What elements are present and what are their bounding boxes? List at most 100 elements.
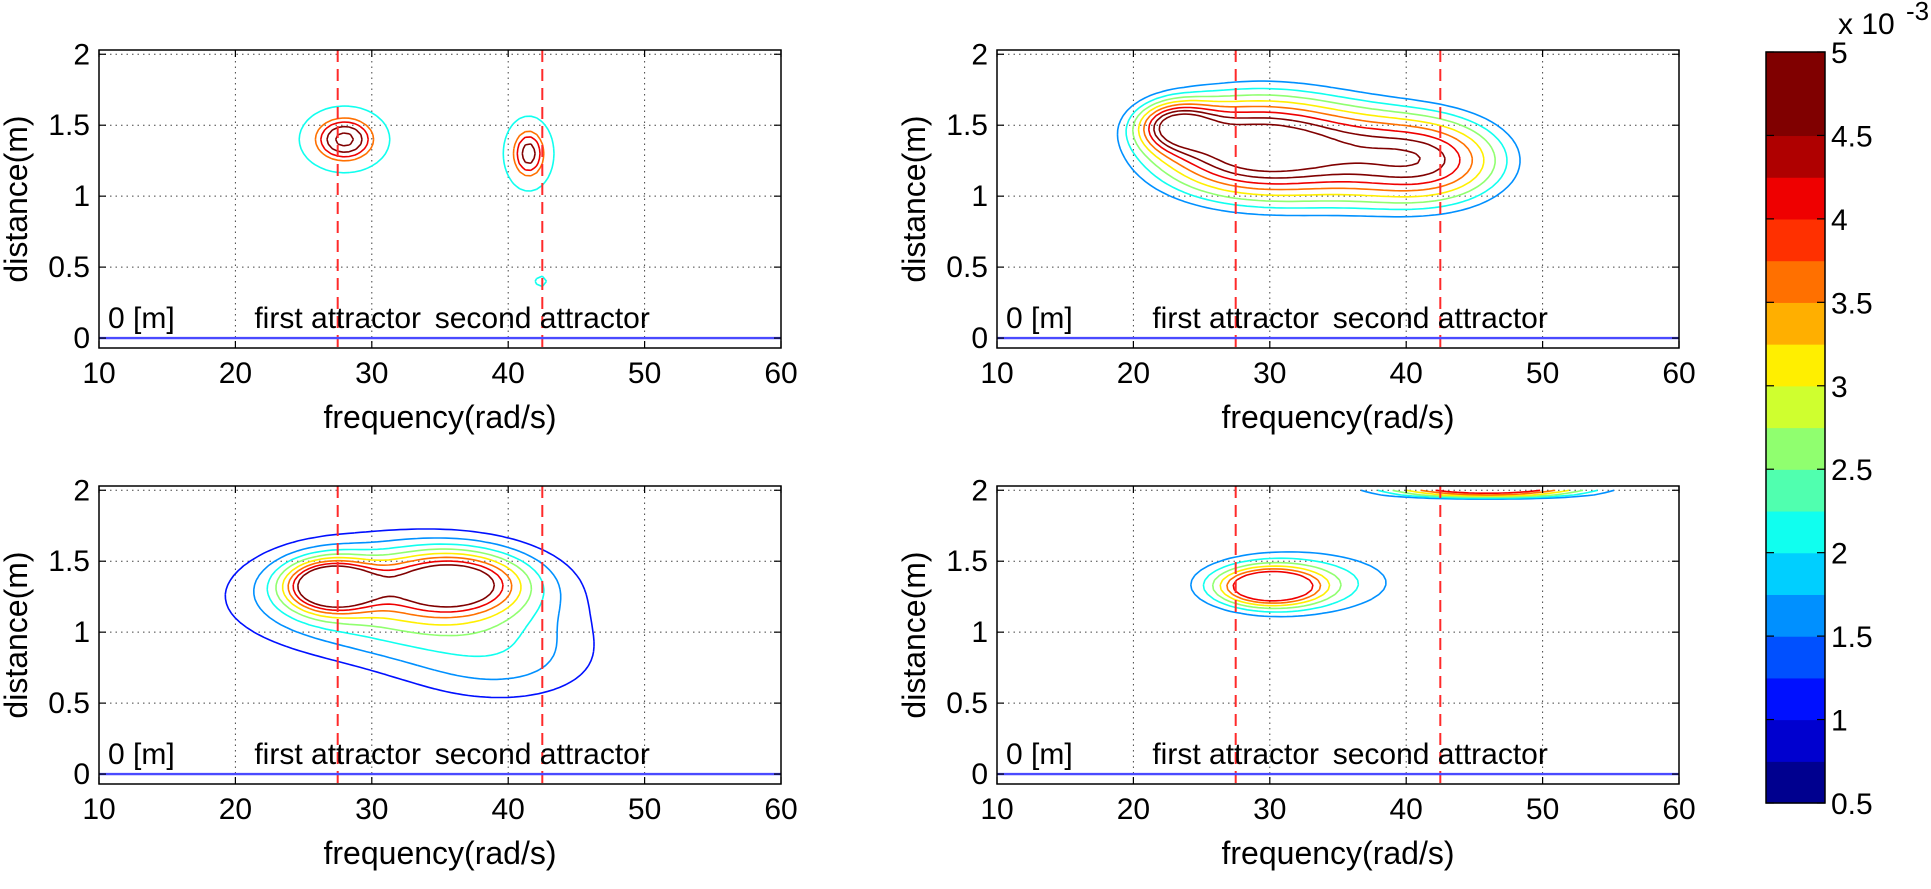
contour-level-1: [1202, 489, 1598, 613]
x-tick-label: 40: [1390, 357, 1423, 390]
x-tick-label: 20: [1117, 357, 1150, 390]
contour-level-6: [1153, 109, 1446, 179]
y-tick-label: 1: [971, 616, 988, 649]
contour-level-4: [281, 552, 522, 626]
contour-level-5: [287, 556, 513, 619]
contour-level-2: [320, 121, 541, 172]
baseline-label: 0 [m]: [108, 738, 175, 771]
second-attractor-label: second attractor: [435, 302, 650, 335]
y-tick-label: 1.5: [946, 109, 988, 142]
x-tick-label: 50: [628, 793, 661, 826]
x-tick-label: 40: [492, 357, 525, 390]
colorbar-segments: [1766, 52, 1825, 804]
plot-area: [99, 50, 781, 348]
first-attractor-label: first attractor: [254, 738, 421, 771]
colorbar-segment: [1766, 552, 1825, 595]
x-tick-label: 60: [764, 793, 797, 826]
colorbar-segment: [1766, 302, 1825, 345]
contour-level-0: [224, 528, 595, 699]
y-tick-label: 1: [73, 180, 90, 213]
colorbar-multiplier-exponent: -3: [1906, 0, 1929, 26]
x-tick-label: 50: [1526, 793, 1559, 826]
x-axis-label: frequency(rad/s): [324, 835, 557, 871]
colorbar-segment: [1766, 93, 1825, 137]
colorbar-tick-label: 2: [1831, 538, 1848, 571]
x-tick-label: 20: [219, 793, 252, 826]
colorbar-segment: [1766, 177, 1825, 220]
y-tick-label: 1.5: [946, 545, 988, 578]
y-tick-label: 2: [73, 38, 90, 71]
y-axis-label: distance(m): [0, 551, 34, 718]
colorbar-segment: [1766, 677, 1825, 721]
x-tick-label: 40: [492, 793, 525, 826]
colorbar-segment: [1766, 761, 1825, 804]
x-axis-label: frequency(rad/s): [1222, 835, 1455, 871]
axes-frame: [996, 49, 1680, 349]
colorbar-segment: [1766, 636, 1825, 679]
axes-frame: [98, 485, 782, 785]
x-tick-label: 60: [764, 357, 797, 390]
first-attractor-label: first attractor: [1152, 738, 1319, 771]
colorbar-frame: [1765, 51, 1826, 804]
contour-level-6: [292, 560, 504, 613]
colorbar-tick-label: 3: [1831, 371, 1848, 404]
contour-level-4: [1226, 489, 1556, 604]
y-axis-label: distance(m): [0, 115, 34, 282]
contour-level-2: [1211, 489, 1584, 610]
colorbar-segment: [1766, 385, 1825, 429]
contour-level-2: [1132, 94, 1496, 204]
contour-level-1: [1125, 87, 1508, 211]
colorbar-segment: [1766, 469, 1825, 512]
colorbar-segment: [1766, 427, 1825, 470]
x-tick-label: 60: [1662, 793, 1695, 826]
y-tick-label: 0: [971, 758, 988, 791]
colorbar-segment: [1766, 135, 1825, 178]
x-tick-label: 20: [1117, 793, 1150, 826]
contour-level-1: [314, 117, 545, 177]
y-tick-label: 1.5: [48, 109, 90, 142]
x-tick-label: 50: [628, 357, 661, 390]
contour-level-3: [1137, 99, 1485, 198]
x-axis-label: frequency(rad/s): [1222, 399, 1455, 435]
x-axis-label: frequency(rad/s): [324, 399, 557, 435]
colorbar-tick-label: 0.5: [1831, 788, 1873, 821]
colorbar-segment: [1766, 510, 1825, 554]
colorbar-tick-label: 1.5: [1831, 621, 1873, 654]
x-tick-label: 30: [1253, 357, 1286, 390]
plot-area: [997, 486, 1679, 784]
colorbar-segment: [1766, 218, 1825, 262]
y-tick-label: 2: [971, 38, 988, 71]
y-axis-label: distance(m): [896, 551, 932, 718]
y-tick-label: 0: [73, 322, 90, 355]
second-attractor-label: second attractor: [1333, 738, 1548, 771]
x-tick-label: 10: [980, 793, 1013, 826]
colorbar-segment: [1766, 594, 1825, 637]
contour-level-3: [326, 125, 536, 164]
y-tick-label: 0.5: [48, 251, 90, 284]
baseline-label: 0 [m]: [108, 302, 175, 335]
y-tick-label: 0.5: [48, 687, 90, 720]
colorbar-segment: [1766, 344, 1825, 387]
contour-level-3: [1219, 489, 1570, 607]
contour-level-0: [1116, 80, 1521, 218]
colorbar-tick-label: 5: [1831, 37, 1848, 70]
baseline-label: 0 [m]: [1006, 302, 1073, 335]
x-tick-label: 10: [82, 793, 115, 826]
axes-frame: [996, 485, 1680, 785]
x-tick-label: 10: [980, 357, 1013, 390]
y-tick-label: 0: [971, 322, 988, 355]
contour-level-4: [1143, 103, 1474, 192]
x-tick-label: 50: [1526, 357, 1559, 390]
first-attractor-label: first attractor: [1152, 302, 1319, 335]
y-tick-label: 2: [73, 474, 90, 507]
x-tick-label: 10: [82, 357, 115, 390]
contour-level-7: [297, 564, 496, 608]
x-tick-label: 40: [1390, 793, 1423, 826]
y-axis-label: distance(m): [896, 115, 932, 282]
y-tick-label: 1.5: [48, 545, 90, 578]
colorbar: 0.5 1 1.5 2 2.5 3 3.5 4 4.5 5 x 10 -3: [1765, 0, 1929, 821]
